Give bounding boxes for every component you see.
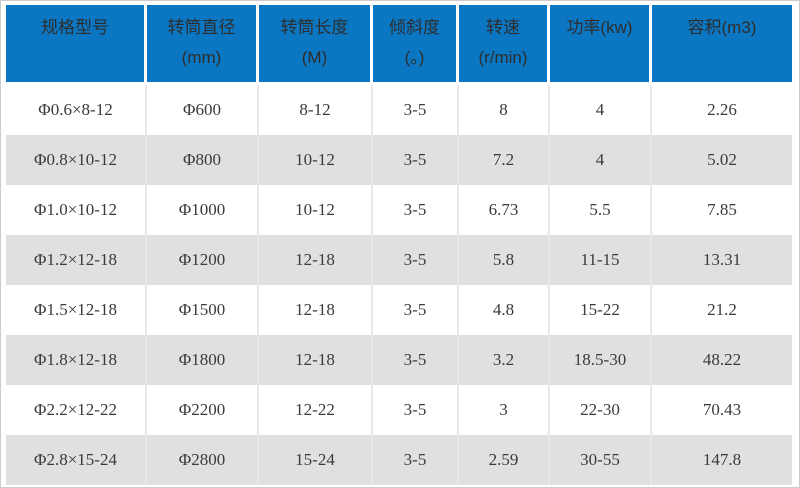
- table-cell: Φ800: [147, 135, 259, 185]
- table-cell: 4: [550, 85, 652, 135]
- table-head: 规格型号 转筒直径 (mm) 转筒长度 (M) 倾斜度 (。) 转速 (r/min) 功率(kw)…: [6, 5, 792, 85]
- table-cell: 48.22: [652, 335, 792, 385]
- table-row: Φ1.0×10-12 Φ1000 10-12 3-5 6.73 5.5 7.85: [6, 185, 792, 235]
- table-cell: 2.59: [459, 435, 550, 485]
- header-cell: 转速 (r/min): [459, 5, 550, 85]
- table-body: Φ0.6×8-12 Φ600 8-12 3-5 8 4 2.26 Φ0.8×10-12 Φ800…: [6, 85, 792, 485]
- table-cell: 147.8: [652, 435, 792, 485]
- table-cell: 3-5: [373, 135, 459, 185]
- table-cell: 3: [459, 385, 550, 435]
- table-row: Φ2.2×12-22 Φ2200 12-22 3-5 3 22-30 70.43: [6, 385, 792, 435]
- table-cell: 4: [550, 135, 652, 185]
- table-cell: Φ1500: [147, 285, 259, 335]
- header-row: 规格型号 转筒直径 (mm) 转筒长度 (M) 倾斜度 (。) 转速 (r/min) 功率(kw)…: [6, 5, 792, 85]
- header-label: 倾斜度: [389, 18, 440, 37]
- table-row: Φ0.8×10-12 Φ800 10-12 3-5 7.2 4 5.02: [6, 135, 792, 185]
- table-cell: 10-12: [259, 135, 373, 185]
- table-cell: 3-5: [373, 285, 459, 335]
- table-cell: 70.43: [652, 385, 792, 435]
- table-cell: 15-22: [550, 285, 652, 335]
- table-cell: 3.2: [459, 335, 550, 385]
- table-row: Φ1.5×12-18 Φ1500 12-18 3-5 4.8 15-22 21.2: [6, 285, 792, 335]
- table-cell: Φ1.8×12-18: [6, 335, 147, 385]
- table-cell: Φ2200: [147, 385, 259, 435]
- table-cell: 7.85: [652, 185, 792, 235]
- table-cell: 2.26: [652, 85, 792, 135]
- table-cell: 5.02: [652, 135, 792, 185]
- table-cell: Φ2.2×12-22: [6, 385, 147, 435]
- header-label: 转速: [486, 18, 520, 37]
- table-cell: Φ0.8×10-12: [6, 135, 147, 185]
- table-cell: 22-30: [550, 385, 652, 435]
- table-cell: Φ1.2×12-18: [6, 235, 147, 285]
- table-cell: 30-55: [550, 435, 652, 485]
- table-cell: 3-5: [373, 85, 459, 135]
- table-cell: 11-15: [550, 235, 652, 285]
- header-label: 转筒直径: [167, 18, 236, 37]
- table-cell: 8-12: [259, 85, 373, 135]
- table-cell: Φ600: [147, 85, 259, 135]
- table-row: Φ1.8×12-18 Φ1800 12-18 3-5 3.2 18.5-30 48.22: [6, 335, 792, 385]
- table-cell: Φ2800: [147, 435, 259, 485]
- table-row: Φ0.6×8-12 Φ600 8-12 3-5 8 4 2.26: [6, 85, 792, 135]
- table-cell: 3-5: [373, 335, 459, 385]
- header-cell: 倾斜度 (。): [373, 5, 459, 85]
- header-label-unit: (r/min): [478, 48, 528, 67]
- table-cell: 21.2: [652, 285, 792, 335]
- table-cell: 7.2: [459, 135, 550, 185]
- table-cell: 12-22: [259, 385, 373, 435]
- table-cell: 6.73: [459, 185, 550, 235]
- table-cell: 12-18: [259, 335, 373, 385]
- header-cell: 规格型号: [6, 5, 147, 85]
- table-cell: 10-12: [259, 185, 373, 235]
- table-cell: 3-5: [373, 385, 459, 435]
- table-cell: 5.5: [550, 185, 652, 235]
- spec-table: 规格型号 转筒直径 (mm) 转筒长度 (M) 倾斜度 (。) 转速 (r/min) 功率(kw)…: [6, 5, 792, 485]
- table-cell: 3-5: [373, 185, 459, 235]
- table-cell: Φ1.5×12-18: [6, 285, 147, 335]
- table-cell: Φ0.6×8-12: [6, 85, 147, 135]
- table-cell: Φ2.8×15-24: [6, 435, 147, 485]
- table-cell: Φ1800: [147, 335, 259, 385]
- table-cell: 3-5: [373, 235, 459, 285]
- table-cell: 18.5-30: [550, 335, 652, 385]
- table-cell: 5.8: [459, 235, 550, 285]
- header-label-unit: (M): [301, 48, 328, 67]
- table-row: Φ1.2×12-18 Φ1200 12-18 3-5 5.8 11-15 13.31: [6, 235, 792, 285]
- header-cell: 转筒长度 (M): [259, 5, 373, 85]
- header-label: 转筒长度: [280, 18, 349, 37]
- header-cell: 功率(kw): [550, 5, 652, 85]
- header-cell: 容积(m3): [652, 5, 792, 85]
- table-cell: 13.31: [652, 235, 792, 285]
- table-cell: 15-24: [259, 435, 373, 485]
- table-row: Φ2.8×15-24 Φ2800 15-24 3-5 2.59 30-55 147.8: [6, 435, 792, 485]
- header-label: 容积(m3): [687, 18, 757, 37]
- header-label-unit: (。): [404, 48, 425, 67]
- table-cell: Φ1.0×10-12: [6, 185, 147, 235]
- table-cell: 3-5: [373, 435, 459, 485]
- header-label-unit: (mm): [181, 48, 222, 67]
- table-cell: Φ1200: [147, 235, 259, 285]
- table-cell: 4.8: [459, 285, 550, 335]
- table-cell: 8: [459, 85, 550, 135]
- table-cell: 12-18: [259, 285, 373, 335]
- header-cell: 转筒直径 (mm): [147, 5, 259, 85]
- table-cell: 12-18: [259, 235, 373, 285]
- header-label: 功率(kw): [566, 18, 633, 37]
- table-cell: Φ1000: [147, 185, 259, 235]
- header-label: 规格型号: [41, 18, 109, 37]
